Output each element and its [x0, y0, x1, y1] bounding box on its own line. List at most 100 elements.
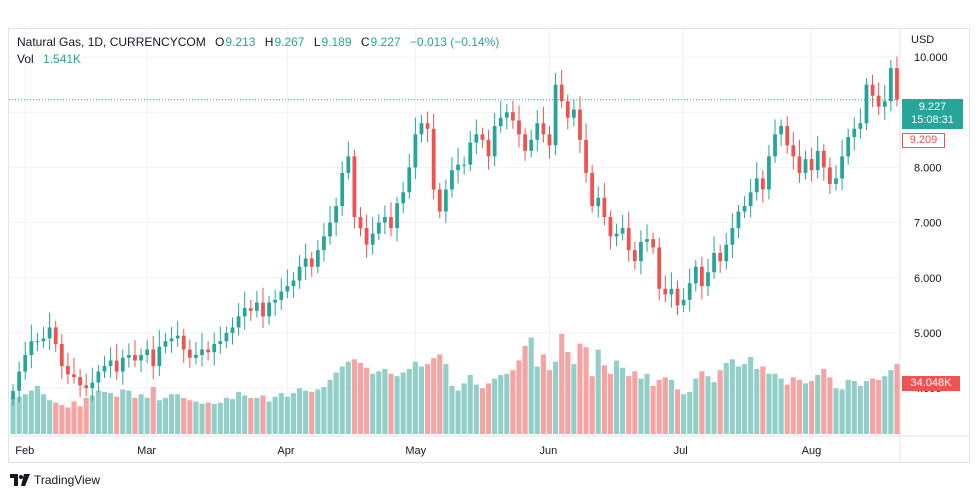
candle-body	[797, 156, 802, 173]
candle-body	[828, 167, 832, 184]
x-tick-label: Aug	[802, 445, 822, 457]
volume-bar	[699, 371, 705, 434]
volume-bar	[357, 362, 364, 434]
candle-body	[212, 343, 217, 353]
x-tick-label: Jun	[539, 445, 557, 457]
candle-body	[157, 346, 162, 367]
symbol-title: Natural Gas, 1D, CURRENCYCOM	[17, 35, 206, 49]
prev-price-tag: 9.209	[902, 133, 945, 148]
volume-bar	[108, 393, 114, 434]
candle-body	[102, 366, 107, 372]
candle-body	[895, 68, 899, 100]
candle-body	[364, 228, 369, 245]
volume-bar	[583, 347, 589, 434]
volume-bar	[150, 387, 156, 434]
volume-bar	[571, 364, 577, 434]
volume-bar	[870, 378, 876, 434]
volume-label: Vol	[17, 52, 34, 66]
candle-body	[706, 272, 710, 287]
volume-bar	[577, 343, 583, 434]
volume-bar	[16, 396, 22, 434]
volume-header: Vol 1.541K	[17, 52, 81, 66]
volume-bar	[504, 373, 510, 434]
change-value: −0.013 (−0.14%)	[409, 35, 500, 49]
volume-bar	[22, 394, 28, 434]
candle-body	[681, 299, 686, 306]
candle-body	[431, 128, 436, 190]
volume-bar	[821, 368, 827, 434]
candle-body	[376, 222, 381, 234]
y-tick-label: 8.000	[914, 162, 942, 174]
volume-bar	[705, 376, 711, 434]
volume-bar	[760, 366, 766, 434]
candle-body	[187, 349, 192, 358]
volume-bar	[53, 402, 59, 434]
volume-bar	[449, 385, 455, 434]
candle-body	[303, 258, 308, 267]
volume-bar	[650, 385, 656, 434]
candle-body	[468, 142, 473, 165]
volume-bar	[388, 373, 394, 434]
volume-bar	[461, 383, 467, 434]
footer[interactable]: TradingView	[10, 473, 100, 487]
volume-bar	[272, 396, 278, 434]
last-price-tag: 9.227 15:08:31	[902, 99, 963, 129]
volume-bar	[83, 397, 89, 434]
volume-bar	[327, 379, 333, 434]
volume-bar	[254, 397, 260, 434]
candle-body	[242, 308, 247, 317]
volume-bar	[485, 383, 492, 434]
candle-body	[383, 217, 387, 223]
volume-bar	[882, 376, 888, 434]
volume-bar	[34, 385, 40, 434]
candle-body	[578, 109, 582, 140]
candle-body	[571, 109, 576, 118]
candle-body	[876, 95, 881, 107]
candle-body	[590, 172, 595, 207]
candle-body	[620, 228, 625, 234]
volume-bar	[772, 373, 778, 434]
candle-body	[535, 123, 540, 140]
close-label: C	[360, 35, 370, 49]
volume-bar	[559, 334, 565, 434]
volume-bar	[242, 395, 248, 434]
candle-body	[96, 371, 101, 383]
volume-bar	[693, 378, 699, 434]
x-tick-label: Mar	[137, 445, 156, 457]
volume-bar	[626, 376, 632, 434]
volume-bar	[540, 354, 546, 434]
candle-body	[632, 250, 637, 262]
candle-body	[565, 101, 570, 118]
volume-bar	[601, 365, 607, 434]
candle-body	[803, 159, 808, 173]
x-tick-label: Feb	[15, 445, 34, 457]
volume-bar	[681, 394, 687, 434]
volume-bar	[717, 370, 723, 434]
volume-tag: 34.048K	[902, 376, 960, 391]
volume-bar	[168, 394, 175, 434]
volume-bar	[894, 364, 900, 434]
volume-bar	[284, 396, 290, 434]
currency-label: USD	[911, 34, 935, 46]
candle-body	[882, 101, 887, 107]
candle-body	[730, 228, 735, 245]
volume-bar	[175, 394, 181, 434]
candle-body	[90, 382, 95, 389]
volume-bar	[498, 374, 504, 434]
volume-bar	[370, 373, 376, 434]
volume-value: 1.541K	[43, 52, 82, 66]
candle-body	[401, 192, 406, 204]
candle-body	[840, 156, 844, 179]
candle-body	[41, 338, 46, 342]
volume-bar	[839, 389, 845, 434]
candle-body	[279, 291, 284, 300]
volume-bar	[687, 391, 693, 434]
candle-body	[78, 377, 82, 386]
candle-body	[23, 355, 28, 372]
volume-bar	[431, 358, 437, 434]
volume-bar	[565, 352, 571, 434]
volume-bar	[59, 405, 65, 434]
low-label: L	[313, 35, 321, 49]
volume-bar	[315, 389, 321, 434]
